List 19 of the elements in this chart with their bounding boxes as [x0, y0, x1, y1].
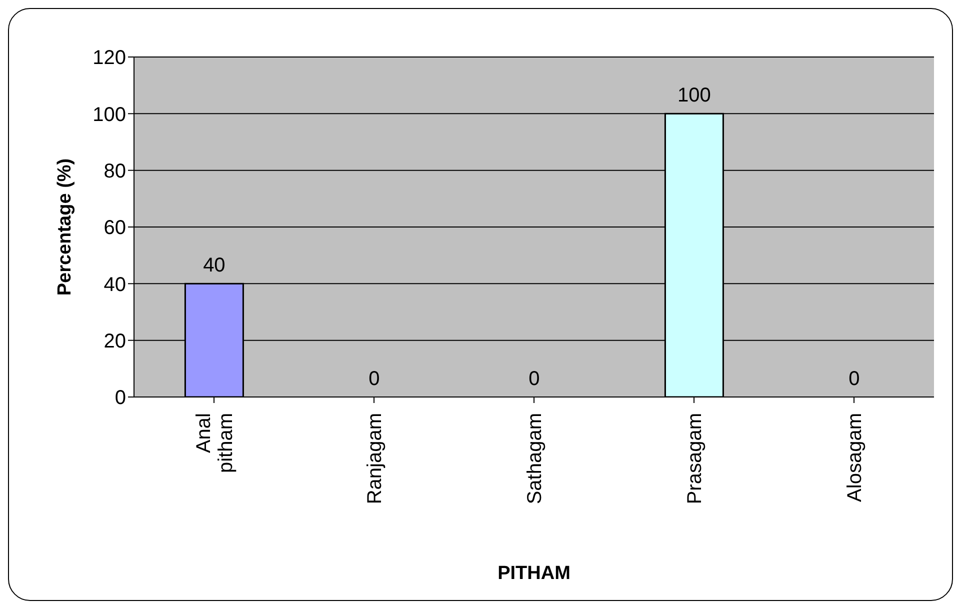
y-tick-label: 80	[104, 160, 126, 182]
data-label: 0	[848, 368, 860, 390]
x-tick-label: Anal pitham	[193, 413, 237, 474]
x-tick-label: Prasagam	[684, 413, 706, 504]
x-tick-label: Sathagam	[524, 413, 546, 504]
y-tick-label: 20	[104, 330, 126, 352]
x-tick-label: Alosagam	[844, 413, 866, 502]
data-label: 0	[368, 368, 380, 390]
data-label: 0	[528, 368, 540, 390]
y-axis-title: Percentage (%)	[54, 158, 76, 296]
y-tick-label: 100	[92, 104, 126, 126]
y-tick-label: 60	[104, 217, 126, 240]
y-tick-label: 0	[114, 387, 126, 410]
y-tick-label: 40	[104, 274, 126, 296]
x-axis-title: PITHAM	[498, 563, 570, 584]
y-tick-label: 120	[92, 47, 126, 70]
x-tick-label: Ranjagam	[364, 413, 386, 504]
data-label: 40	[203, 254, 226, 277]
data-label: 100	[678, 84, 711, 107]
